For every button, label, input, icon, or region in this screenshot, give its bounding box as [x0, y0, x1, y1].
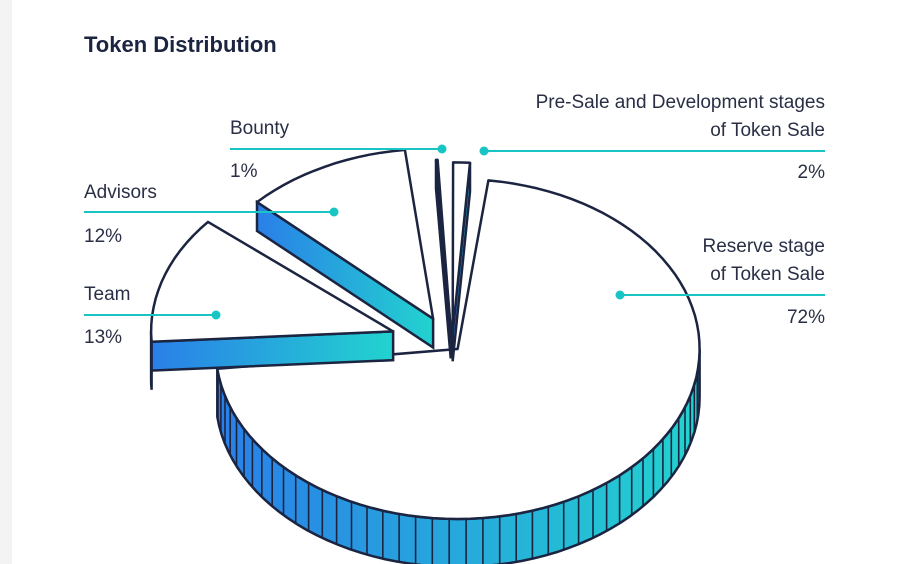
leader-dot [437, 144, 447, 154]
slice-name-line2: of Token Sale [710, 264, 825, 285]
pie-slice-pre-sale-and-development-stages [451, 161, 472, 362]
slice-value: 1% [230, 161, 258, 182]
chart-title: Token Distribution [84, 32, 277, 57]
slice-name: Reserve stage [702, 236, 825, 257]
slice-name: Advisors [84, 182, 157, 203]
leader-dot [211, 310, 221, 320]
slice-value: 12% [84, 226, 122, 247]
pie-slice-advisors [255, 148, 435, 350]
leader-dot [329, 207, 339, 217]
leader-dot [479, 146, 489, 156]
slice-label-team: Team 13% [84, 284, 221, 348]
slice-label-advisors: Advisors 12% [84, 182, 339, 247]
slice-value: 2% [798, 162, 826, 183]
pie-slice-team [149, 220, 395, 390]
slice-name: Bounty [230, 118, 290, 139]
slice-value: 13% [84, 327, 122, 348]
leader-dot [615, 290, 625, 300]
slice-value: 72% [787, 307, 825, 328]
slice-label-bounty: Bounty 1% [230, 118, 447, 182]
slice-name-line2: of Token Sale [710, 120, 825, 141]
slice-name: Team [84, 284, 130, 305]
slice-label-reserve-stage: Reserve stage of Token Sale 72% [615, 236, 825, 328]
pie-slice-reserve-stage [216, 179, 701, 564]
pie-slice-bounty [434, 158, 452, 359]
slice-label-pre-sale-and-development-stages: Pre-Sale and Development stages of Token … [479, 92, 826, 183]
slice-name: Pre-Sale and Development stages [536, 92, 825, 113]
